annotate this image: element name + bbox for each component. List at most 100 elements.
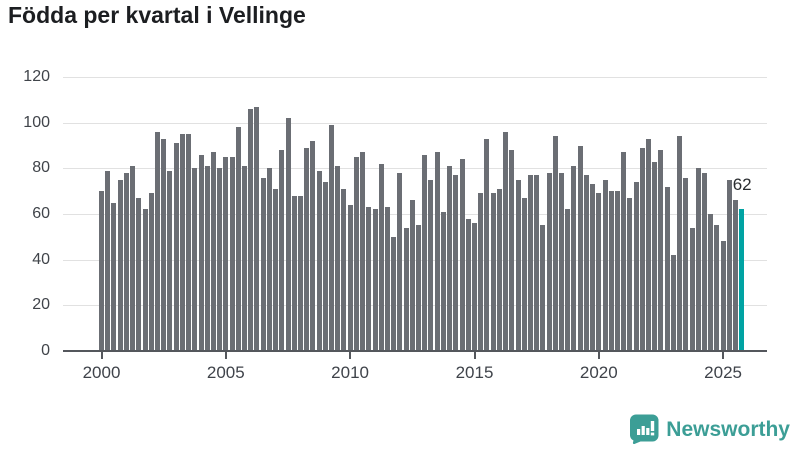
bar: [347, 204, 353, 351]
bar: [254, 106, 260, 351]
bar: [472, 223, 477, 351]
bar: [154, 131, 160, 351]
bar: [726, 179, 732, 352]
highlight-value-label: 62: [732, 175, 752, 195]
bar: [534, 175, 540, 351]
bar: [658, 150, 664, 351]
bar: [447, 166, 453, 351]
x-axis-label-2020: 2020: [579, 363, 618, 382]
bar: [440, 211, 446, 351]
bar: [602, 179, 608, 352]
bar: [391, 236, 397, 351]
x-axis-tick-2010: [349, 352, 352, 359]
bar: [273, 188, 278, 351]
bar: [596, 193, 602, 351]
bar: [577, 145, 583, 351]
bar: [192, 168, 198, 351]
bar: [614, 191, 620, 351]
bar: [509, 150, 515, 351]
bar: [173, 143, 179, 351]
bar: [366, 207, 372, 351]
bar: [646, 138, 651, 351]
brand-name: Newsworthy: [666, 417, 790, 441]
bar: [384, 207, 390, 351]
bar: [198, 154, 204, 351]
bar: [720, 241, 726, 351]
bar: [708, 214, 714, 351]
bar: [590, 184, 596, 351]
bar: [403, 227, 409, 351]
bar: [179, 134, 185, 351]
bar: [123, 172, 129, 351]
x-axis-label-2015: 2015: [455, 363, 494, 382]
bar: [490, 193, 496, 351]
bar: [409, 200, 415, 351]
bar: [552, 136, 558, 351]
bar: [416, 225, 421, 351]
bar: [503, 131, 508, 351]
gridline-80: [63, 168, 767, 169]
bar: [310, 140, 316, 351]
bar: [664, 186, 670, 351]
bar: [695, 168, 701, 351]
bar: [248, 109, 254, 351]
bar: [428, 179, 434, 352]
bar: [465, 218, 471, 351]
y-axis-label-0: 0: [41, 342, 50, 359]
bar: [285, 118, 291, 351]
x-axis-tick-2005: [224, 352, 227, 359]
x-axis-tick-2025: [722, 352, 725, 359]
gridline-20: [63, 305, 767, 306]
bar: [683, 177, 689, 351]
bar: [235, 127, 241, 351]
bar: [608, 191, 614, 351]
bar: [210, 152, 216, 351]
bar: [714, 225, 720, 351]
bar: [583, 175, 589, 351]
x-axis-tick-2020: [597, 352, 600, 359]
bar: [99, 191, 104, 351]
bar: [496, 188, 502, 351]
bar: [565, 209, 571, 351]
bar: [360, 152, 366, 351]
bar: [559, 172, 564, 351]
y-axis-label-100: 100: [23, 114, 50, 131]
bar: [167, 170, 173, 351]
bar: [478, 193, 484, 351]
gridline-120: [63, 77, 767, 78]
bar: [329, 124, 334, 351]
bar: [733, 200, 738, 351]
gridline-100: [63, 123, 767, 124]
bar: [353, 156, 359, 351]
x-axis-label-2010: 2010: [331, 363, 369, 382]
y-axis-label-80: 80: [32, 159, 50, 176]
bar: [372, 209, 378, 351]
bar: [689, 227, 695, 351]
bar: [322, 182, 328, 351]
bar: [621, 152, 627, 351]
bar: [335, 166, 341, 351]
y-axis-label-60: 60: [32, 205, 50, 222]
bar: [378, 163, 384, 351]
bar: [130, 166, 136, 351]
brand-footer[interactable]: Newsworthy: [630, 414, 790, 445]
bar: [111, 202, 117, 351]
bar: [571, 166, 577, 351]
bar: [142, 209, 148, 351]
bar: [316, 170, 322, 351]
bar-highlighted: [739, 209, 745, 351]
bar: [702, 172, 707, 351]
bar: [434, 152, 440, 351]
bar: [279, 150, 285, 351]
bar: [453, 175, 459, 351]
bar: [204, 166, 210, 351]
bar: [515, 179, 521, 352]
bar: [136, 198, 142, 351]
bar: [484, 138, 490, 351]
bar: [670, 255, 676, 351]
bar: [223, 156, 229, 351]
bar: [148, 193, 154, 351]
gridline-40: [63, 260, 767, 261]
chart-title: Födda per kvartal i Vellinge: [8, 2, 306, 28]
